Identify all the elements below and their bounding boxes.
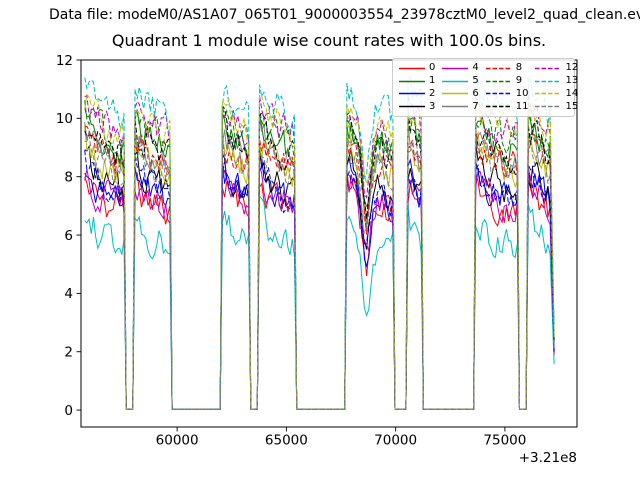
legend-item-3: 3 bbox=[399, 100, 435, 113]
legend-line-swatch bbox=[485, 93, 512, 95]
legend-line-swatch bbox=[535, 93, 562, 95]
legend-item-8: 8 bbox=[485, 62, 529, 75]
y-tick-label: 8 bbox=[64, 169, 73, 185]
legend-label: 11 bbox=[515, 100, 529, 112]
series-line-0 bbox=[84, 169, 555, 410]
axes-frame bbox=[80, 59, 578, 428]
legend-item-15: 15 bbox=[535, 100, 578, 113]
legend-item-11: 11 bbox=[485, 100, 529, 113]
plot-series-area bbox=[84, 76, 555, 410]
legend-label: 7 bbox=[472, 100, 479, 112]
series-line-14 bbox=[84, 93, 555, 410]
legend-line-swatch bbox=[442, 67, 469, 70]
legend-item-0: 0 bbox=[399, 62, 435, 75]
legend-item-9: 9 bbox=[485, 75, 529, 88]
chart-title: Quadrant 1 module wise count rates with … bbox=[111, 31, 547, 50]
legend-line-swatch bbox=[399, 105, 425, 108]
legend-line-swatch bbox=[535, 80, 562, 82]
series-line-10 bbox=[84, 150, 555, 410]
legend-line-swatch bbox=[535, 105, 562, 108]
legend-line-swatch bbox=[485, 105, 512, 108]
legend-label: 0 bbox=[429, 62, 436, 74]
legend-item-5: 5 bbox=[442, 75, 479, 88]
legend-line-swatch bbox=[399, 93, 425, 95]
legend-line-swatch bbox=[399, 80, 425, 82]
legend-label: 1 bbox=[429, 75, 436, 87]
legend-item-4: 4 bbox=[442, 62, 479, 75]
legend-line-swatch bbox=[442, 93, 469, 95]
legend-item-14: 14 bbox=[535, 88, 578, 101]
legend-line-swatch bbox=[485, 67, 512, 70]
legend-line-swatch bbox=[442, 80, 469, 82]
x-tick-label: 75000 bbox=[483, 433, 526, 449]
legend-line-swatch bbox=[535, 67, 562, 70]
legend-label: 13 bbox=[565, 75, 579, 87]
series-line-12 bbox=[84, 90, 555, 410]
legend-item-1: 1 bbox=[399, 75, 435, 88]
legend-line-swatch bbox=[485, 80, 512, 82]
series-line-15 bbox=[84, 132, 555, 410]
legend-line-swatch bbox=[399, 67, 425, 70]
y-tick-label: 6 bbox=[64, 228, 73, 244]
legend-item-7: 7 bbox=[442, 100, 479, 113]
series-line-1 bbox=[84, 107, 555, 410]
x-axis-offset-label: +3.21e8 bbox=[518, 450, 577, 466]
legend-label: 3 bbox=[429, 100, 436, 112]
legend-label: 10 bbox=[515, 87, 529, 99]
series-line-4 bbox=[84, 165, 555, 410]
legend-item-12: 12 bbox=[535, 62, 578, 75]
legend-item-10: 10 bbox=[485, 87, 529, 101]
legend: 0 1 2 3 4 5 6 7 8 9 10 11 12 13 14 15 bbox=[392, 58, 578, 117]
series-line-11 bbox=[84, 104, 555, 410]
legend-label: 8 bbox=[515, 62, 523, 74]
x-tick-label: 70000 bbox=[374, 433, 417, 449]
legend-label: 5 bbox=[472, 75, 479, 87]
legend-label: 6 bbox=[472, 87, 479, 99]
x-tick-label: 60000 bbox=[156, 433, 199, 449]
y-tick-label: 4 bbox=[64, 286, 73, 302]
legend-line-swatch bbox=[442, 105, 469, 108]
legend-item-2: 2 bbox=[399, 88, 435, 101]
y-tick-label: 0 bbox=[64, 403, 73, 419]
legend-item-13: 13 bbox=[535, 75, 578, 88]
legend-label: 2 bbox=[429, 87, 436, 99]
y-tick-label: 2 bbox=[64, 345, 73, 361]
legend-item-6: 6 bbox=[442, 87, 479, 101]
legend-label: 12 bbox=[565, 62, 579, 74]
legend-label: 14 bbox=[565, 87, 579, 99]
legend-label: 15 bbox=[565, 100, 579, 112]
legend-label: 4 bbox=[472, 62, 479, 74]
x-tick-label: 65000 bbox=[265, 433, 308, 449]
legend-label: 9 bbox=[515, 75, 523, 87]
series-line-5 bbox=[84, 194, 555, 410]
y-tick-label: 12 bbox=[56, 53, 73, 69]
series-line-2 bbox=[84, 151, 555, 410]
data-file-label: Data file: modeM0/AS1A07_065T01_90000035… bbox=[49, 7, 640, 23]
y-tick-label: 10 bbox=[56, 111, 73, 127]
